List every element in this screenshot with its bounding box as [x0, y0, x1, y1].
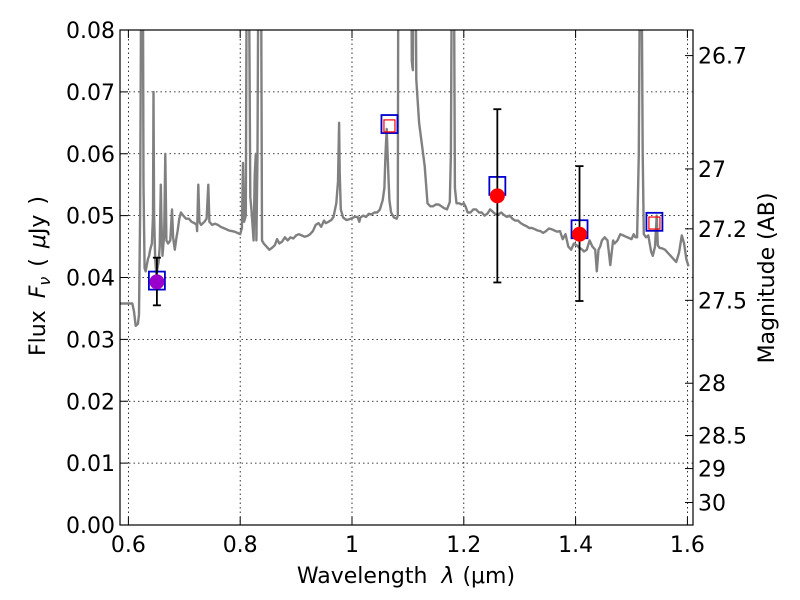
y2-axis-label: Magnitude (AB) [755, 193, 780, 364]
y-axis-unit-rest: Jy [26, 215, 51, 237]
x-tick-label: 0.8 [223, 533, 258, 558]
y2-tick-label: 27.5 [698, 289, 747, 314]
model-inner-square-marker [648, 216, 661, 230]
y2-tick-label: 26.7 [698, 45, 747, 70]
y-axis-symbol-sub: ν [35, 277, 54, 286]
axes: 0.6 0.8 1 1.2 1.4 1.6 0.00 0.01 0.02 0.03 0.04 0.05… [66, 19, 747, 558]
x-tick-label: 1.2 [446, 533, 481, 558]
spectrum-line [120, 30, 690, 327]
y2-tick-label: 27 [698, 158, 726, 183]
y2-tick-label: 29 [698, 458, 726, 483]
data-layer [120, 30, 690, 327]
model-square-marker [380, 114, 399, 134]
x-tick-label: 1.4 [558, 533, 593, 558]
y-tick-label: 0.07 [66, 81, 115, 106]
x-axis-symbol: λ [440, 564, 454, 589]
y-axis-unit-mu: μ [26, 234, 51, 249]
y2-tick-label: 30 [698, 492, 726, 517]
y-tick-label: 0.08 [66, 19, 115, 44]
y-tick-label: 0.01 [66, 452, 115, 477]
y-axis-unit-open: ( [26, 258, 51, 267]
model-inner-square-marker [383, 119, 396, 133]
y-tick-label: 0.06 [66, 143, 115, 168]
y-tick-label: 0.05 [66, 205, 115, 230]
y-axis-symbol: F [26, 285, 51, 298]
x-axis-label-text: Wavelength [297, 564, 428, 589]
x-axis-unit: (μm) [462, 564, 515, 589]
observed-point [149, 274, 165, 290]
x-tick-label: 1.6 [670, 533, 705, 558]
observed-point [489, 188, 505, 204]
y-tick-label: 0.02 [66, 390, 115, 415]
y2-tick-label: 27.2 [698, 218, 747, 243]
y-tick-label: 0.00 [66, 514, 115, 539]
x-axis-label: Wavelength λ (μm) [297, 564, 515, 589]
model-square-marker [645, 211, 664, 232]
y2-tick-label: 28 [698, 372, 726, 397]
y-tick-label: 0.04 [66, 267, 115, 292]
y-axis-unit-close: ) [26, 196, 51, 205]
y-axis-label: Flux Fν ( μJy) [26, 196, 54, 356]
x-tick-label: 1 [345, 533, 359, 558]
y-tick-label: 0.03 [66, 328, 115, 353]
y-axis-label-text: Flux [26, 310, 51, 356]
observed-point [572, 226, 588, 242]
x-tick-label: 0.6 [111, 533, 146, 558]
y2-tick-label: 28.5 [698, 425, 747, 450]
